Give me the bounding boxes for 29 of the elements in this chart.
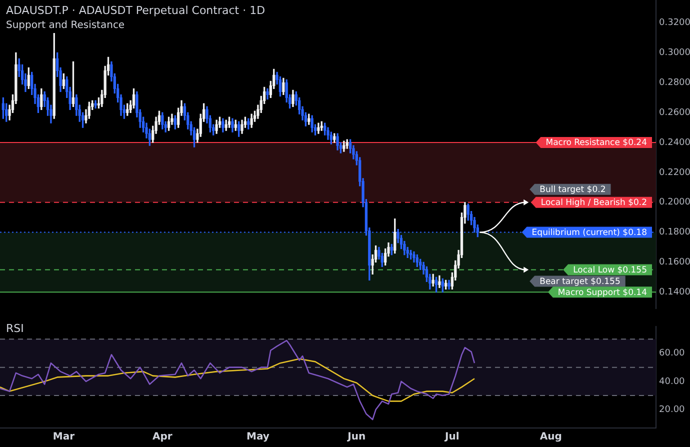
- y-tick-label: 0.3200: [659, 18, 690, 28]
- y-tick-label: 0.2600: [659, 108, 690, 118]
- x-tick-label: Jul: [444, 432, 460, 443]
- text: Support and Resistance: [6, 20, 125, 31]
- chart-title: RSI: [6, 322, 24, 335]
- x-tick-label: Aug: [540, 432, 562, 443]
- y-tick-label: 0.2000: [659, 198, 690, 208]
- y-tick-label: 0.1600: [659, 258, 690, 268]
- ref-line-label: Local High / Bearish $0.2: [540, 198, 648, 208]
- y-tick-label: 60.00: [659, 348, 686, 359]
- ref-line-label: Equilibrium (current) $0.18: [532, 228, 648, 238]
- y-tick-label: 0.1400: [659, 287, 690, 298]
- chart-title: ADAUSDT.P · ADAUSDT Perpetual Contract · 1D: [6, 4, 266, 17]
- x-tick-label: Mar: [52, 432, 75, 443]
- y-tick-label: 0.3000: [659, 48, 690, 58]
- y-tick-label: 20.00: [659, 405, 686, 415]
- y-tick-label: 0.2200: [659, 168, 690, 178]
- x-tick-label: May: [246, 432, 270, 443]
- x-tick-label: Apr: [152, 432, 172, 443]
- y-tick-label: 0.2800: [659, 78, 690, 88]
- ref-line-label: Macro Resistance $0.24: [546, 138, 647, 148]
- annotation: Bear target $0.155: [540, 276, 620, 287]
- annotation: Bull target $0.2: [540, 185, 606, 196]
- y-tick-label: 40.00: [659, 376, 686, 387]
- ref-line-label: Macro Support $0.14: [558, 288, 648, 298]
- x-tick-label: Jun: [346, 432, 366, 443]
- ref-line-label: Local Low $0.155: [573, 265, 648, 276]
- y-tick-label: 0.2400: [659, 138, 690, 148]
- y-tick-label: 0.1800: [659, 228, 690, 238]
